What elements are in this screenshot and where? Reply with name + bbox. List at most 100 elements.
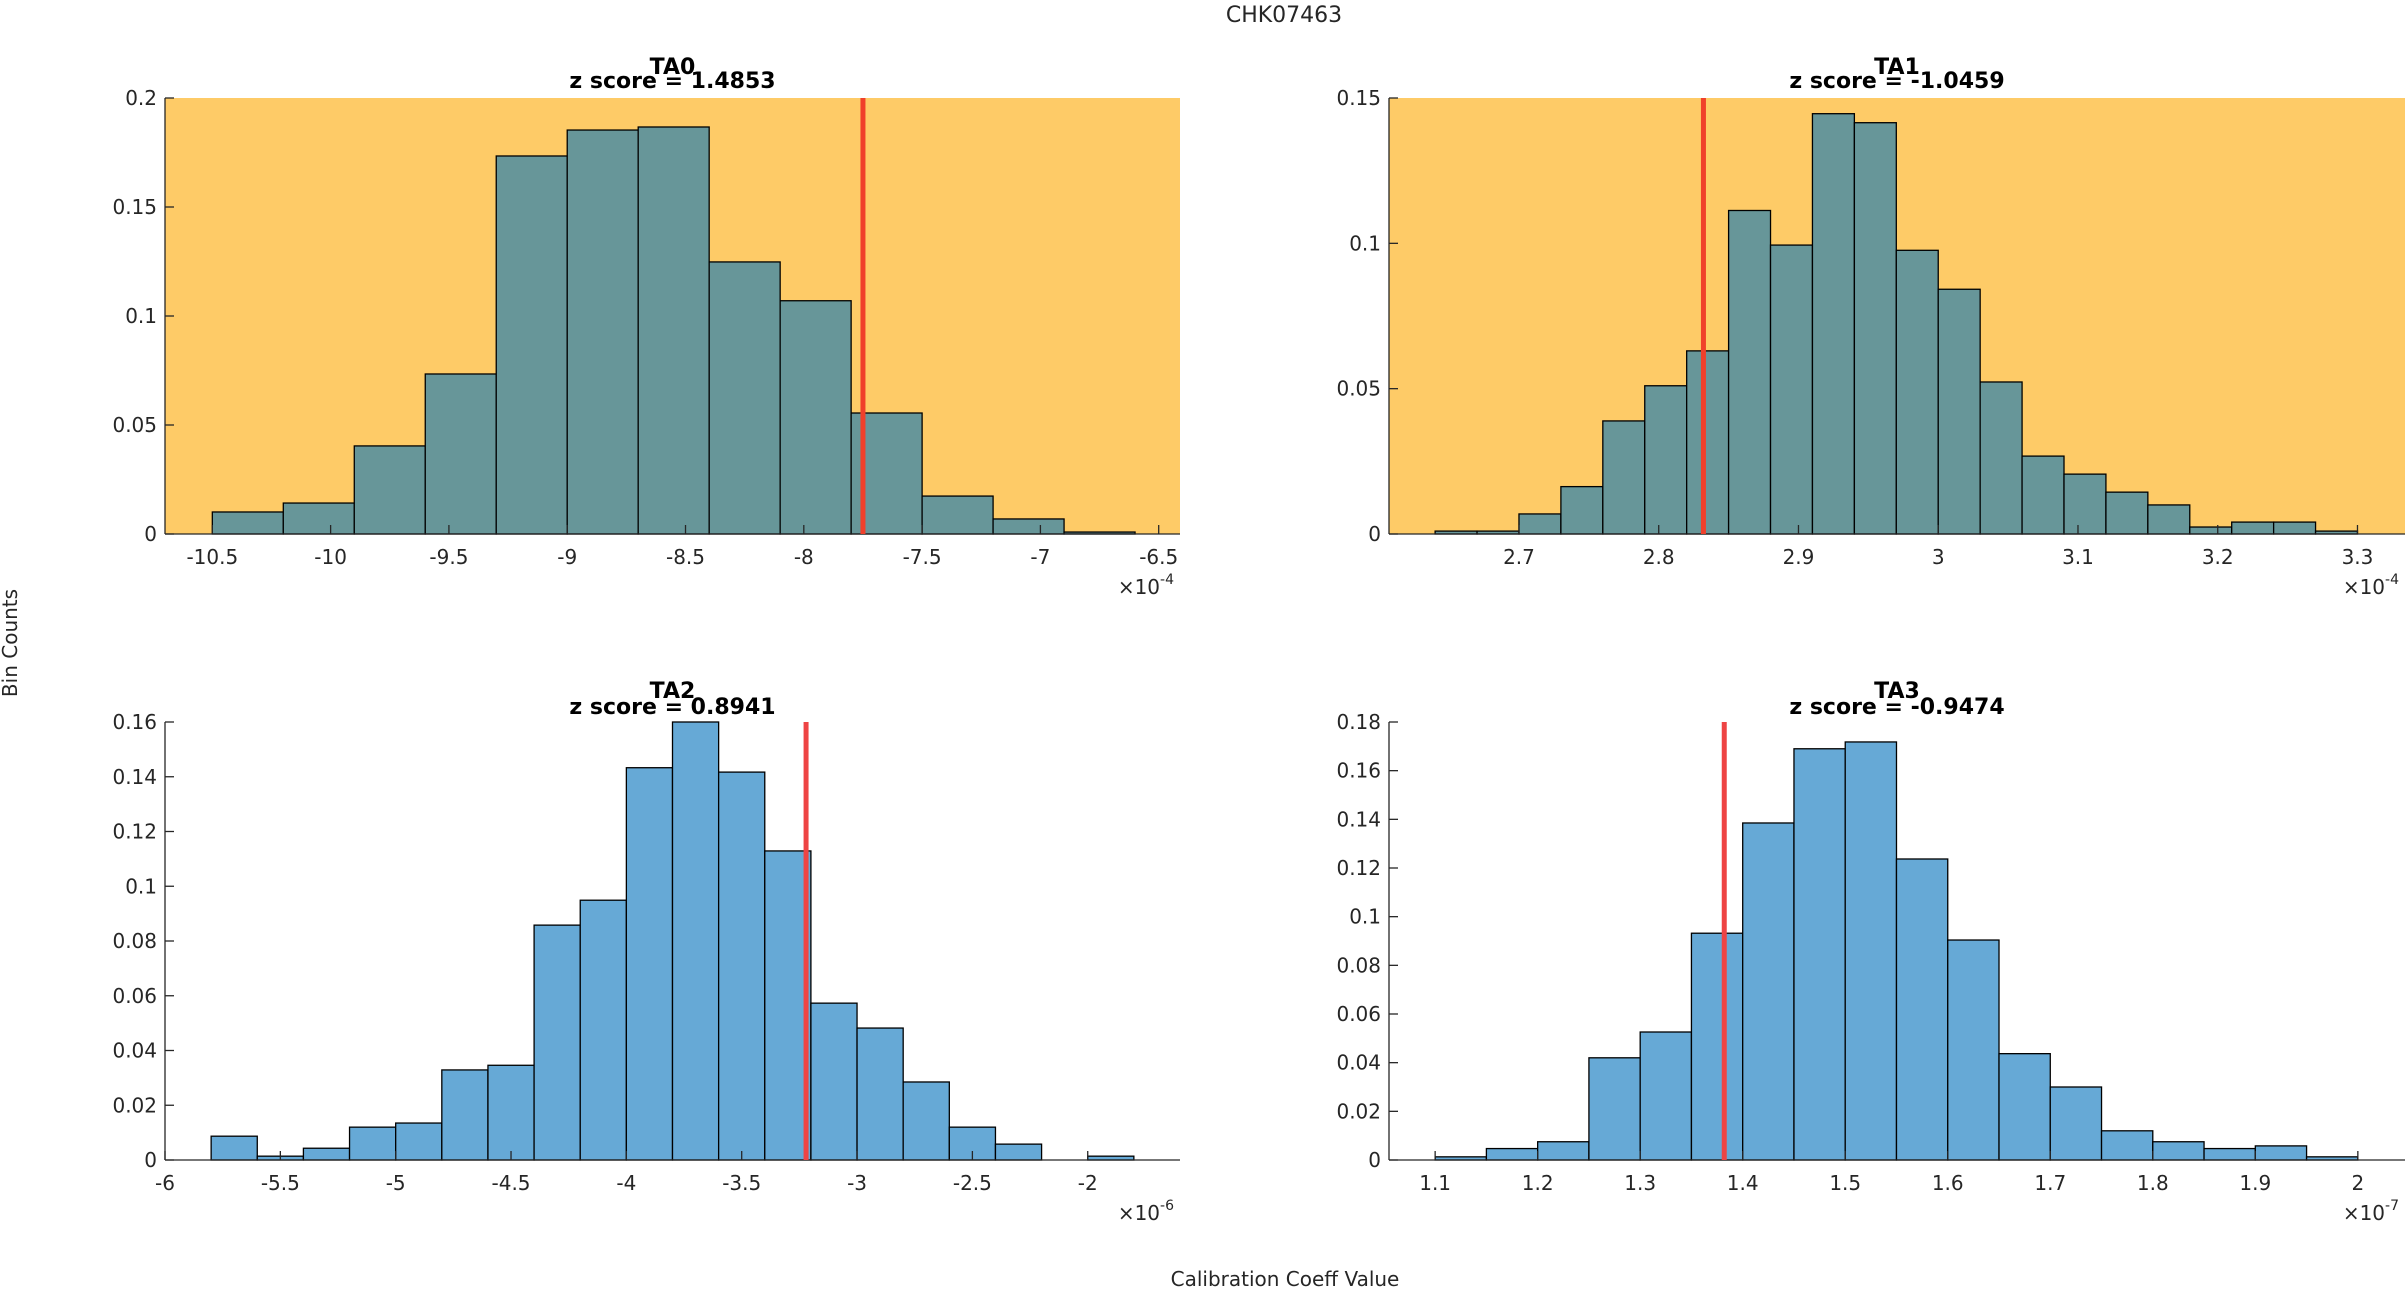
x-tick-label: 3 [1932,545,1945,569]
histogram-bar [1895,249,1939,535]
x-exponent-base: ×10 [1118,1201,1160,1225]
histogram-bar [2063,473,2107,535]
y-tick-label: 0.12 [112,820,157,844]
histogram-bar [2049,1086,2103,1161]
histogram-bar [717,771,766,1161]
x-exponent-base: ×10 [1118,575,1160,599]
x-tick-label: -9.5 [429,545,468,569]
figure-title: CHK07463 [1226,3,1342,28]
x-tick-label: 1.2 [1522,1171,1554,1195]
x-tick-label: 3.1 [2062,545,2094,569]
x-tick-label: -2.5 [953,1171,992,1195]
histogram-bar [1588,1057,1641,1161]
x-tick-label: 2.8 [1643,545,1675,569]
histogram-bar [2152,1141,2205,1161]
y-tick-label: 0.06 [112,984,157,1008]
histogram-bar [708,261,781,535]
x-exponent-power: -7 [2385,1198,2399,1214]
y-tick-label: 0.08 [112,929,157,953]
y-tick-label: 0.16 [112,710,157,734]
figure-xlabel: Calibration Coeff Value [1171,1267,1400,1290]
x-tick-label: -10.5 [186,545,238,569]
y-tick-label: 0.02 [112,1093,157,1117]
x-exponent-base: ×10 [2343,1201,2385,1225]
histogram-bar [424,373,497,535]
x-exponent-label: ×10-4 [1118,572,1174,599]
x-tick-label: 1.9 [2239,1171,2271,1195]
histogram-bar [1485,1147,1539,1161]
x-tick-label: 1.3 [1624,1171,1656,1195]
x-tick-label: -3.5 [722,1171,761,1195]
x-tick-label: -8.5 [666,545,705,569]
histogram-bar [1639,1031,1693,1161]
x-tick-label: -4 [616,1171,636,1195]
x-tick-label: -6 [155,1171,175,1195]
y-tick-label: 0.2 [125,86,157,110]
y-tick-label: 0.1 [1349,905,1381,929]
histogram-bar [994,1143,1043,1161]
x-tick-label: 2.7 [1503,545,1535,569]
y-tick-label: 0.16 [1336,759,1381,783]
histogram-bar [2100,1130,2154,1161]
histogram-bar [810,1002,858,1161]
x-tick-label: 3.2 [2202,545,2234,569]
x-exponent-label: ×10-7 [2343,1198,2399,1225]
x-tick-label: 1.5 [1829,1171,1861,1195]
histogram-bar [2231,521,2275,535]
x-tick-label: -9 [557,545,577,569]
histogram-bar [856,1027,904,1161]
x-tick-label: -8 [794,545,814,569]
y-tick-label: 0.04 [1336,1051,1381,1075]
y-tick-label: 0.08 [1336,953,1381,977]
histogram-bar [1947,939,2000,1161]
x-tick-label: -7 [1030,545,1050,569]
subplot-zscore: z score = 0.8941 [569,695,775,720]
x-tick-label: 1.7 [2034,1171,2066,1195]
x-tick-label: 1.6 [1932,1171,1964,1195]
histogram-bar [992,518,1065,535]
x-exponent-label: ×10-4 [2343,572,2399,599]
histogram-bar [671,721,720,1161]
subplot-title: TA3 [1874,679,1920,704]
histogram-bar [1727,209,1772,535]
histogram-bar [1895,858,1949,1161]
histogram-bar [2105,491,2149,535]
histogram-bar [1742,822,1795,1161]
y-tick-label: 0.05 [112,413,157,437]
y-tick-label: 0.1 [125,874,157,898]
histogram-bar [210,1135,258,1161]
x-tick-label: -4.5 [492,1171,531,1195]
y-tick-label: 0.14 [1336,807,1381,831]
histogram-bar [2272,521,2317,535]
histogram-bar [1644,385,1688,535]
subplot-zscore: z score = -1.0459 [1789,69,2004,94]
histogram-bar [764,850,812,1161]
histogram-bar [533,924,581,1161]
x-tick-label: -3 [847,1171,867,1195]
y-tick-label: 0.06 [1336,1002,1381,1026]
histogram-bar [348,1126,397,1161]
histogram-bar [1811,113,1856,535]
x-tick-label: -10 [314,545,347,569]
x-exponent-base: ×10 [2343,575,2385,599]
histogram-bar [211,511,284,535]
x-tick-label: 2.9 [1783,545,1815,569]
histogram-bar [1853,122,1897,535]
histogram-bar [2203,1147,2256,1161]
x-tick-label: 1.1 [1419,1171,1451,1195]
histogram-bar [1602,420,1646,535]
x-tick-label: -7.5 [903,545,942,569]
y-tick-label: 0.1 [125,304,157,328]
y-tick-label: 0.14 [112,765,157,789]
histogram-bar [1560,485,1604,535]
y-tick-label: 0.12 [1336,856,1381,880]
histogram-bar [2254,1145,2308,1161]
y-tick-label: 0 [144,522,157,546]
histogram-bar [566,129,639,535]
histogram-bar [779,300,852,535]
y-tick-label: 0.05 [1336,377,1381,401]
